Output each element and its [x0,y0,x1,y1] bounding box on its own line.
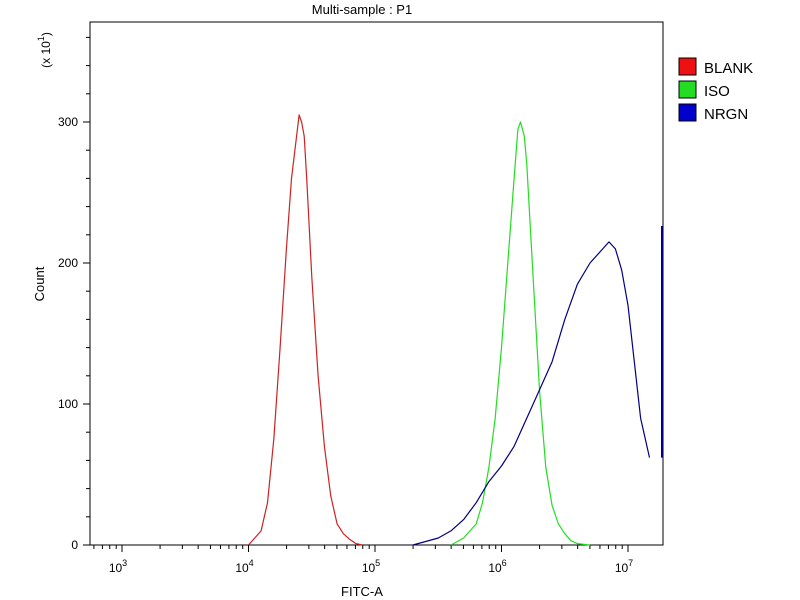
y-tick-label: 200 [58,256,78,270]
x-tick-exp: 4 [249,558,254,568]
plot-area [89,21,664,546]
series-layer [248,114,663,546]
y-tick-label: 0 [71,538,78,552]
y-multiplier-prefix: (x 10 [39,41,53,68]
x-tick-base: 10 [615,561,629,575]
chart-title: Multi-sample : P1 [312,2,412,17]
x-tick-base: 10 [362,561,376,575]
x-axis-ticks: 103 104 105 106 107 [93,545,633,575]
x-tick-exp: 3 [122,558,127,568]
legend-swatch-blank [678,57,697,76]
legend-label-iso: ISO [704,83,730,100]
x-tick-base: 10 [235,561,249,575]
x-tick-label: 106 [488,558,506,575]
y-tick-label: 100 [58,397,78,411]
series-line-blank [248,114,363,546]
legend-swatch-iso [678,80,697,99]
y-axis-ticks: 0 100 200 300 [58,36,90,552]
legend-swatch-nrgn [678,103,697,122]
series-line-iso [450,121,591,546]
x-tick-label: 105 [362,558,380,575]
x-tick-base: 10 [109,561,123,575]
x-tick-label: 103 [109,558,127,575]
x-tick-exp: 7 [628,558,633,568]
x-tick-label: 104 [235,558,253,575]
y-axis-label: Count [32,266,47,301]
y-multiplier-close: ) [39,32,53,36]
x-tick-label: 107 [615,558,633,575]
legend-label-nrgn: NRGN [704,106,748,123]
y-tick-label: 300 [58,115,78,129]
legend-label-blank: BLANK [704,60,753,77]
x-tick-exp: 5 [375,558,380,568]
x-axis-label: FITC-A [341,584,383,599]
legend: BLANK ISO NRGN [678,57,753,123]
y-multiplier-label: (x 101) [36,32,53,68]
x-tick-exp: 6 [502,558,507,568]
y-multiplier-exp: 1 [36,36,46,41]
series-line-nrgn [412,241,651,546]
x-tick-base: 10 [488,561,502,575]
